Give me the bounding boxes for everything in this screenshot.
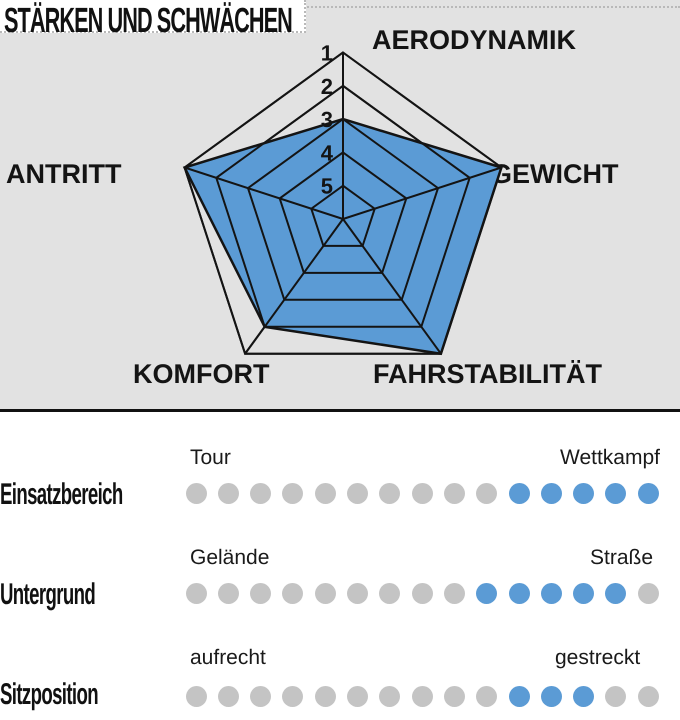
svg-text:5: 5 xyxy=(321,174,333,199)
svg-text:4: 4 xyxy=(321,140,334,165)
svg-text:2: 2 xyxy=(321,74,333,99)
svg-text:1: 1 xyxy=(321,41,333,66)
svg-text:3: 3 xyxy=(321,107,333,132)
